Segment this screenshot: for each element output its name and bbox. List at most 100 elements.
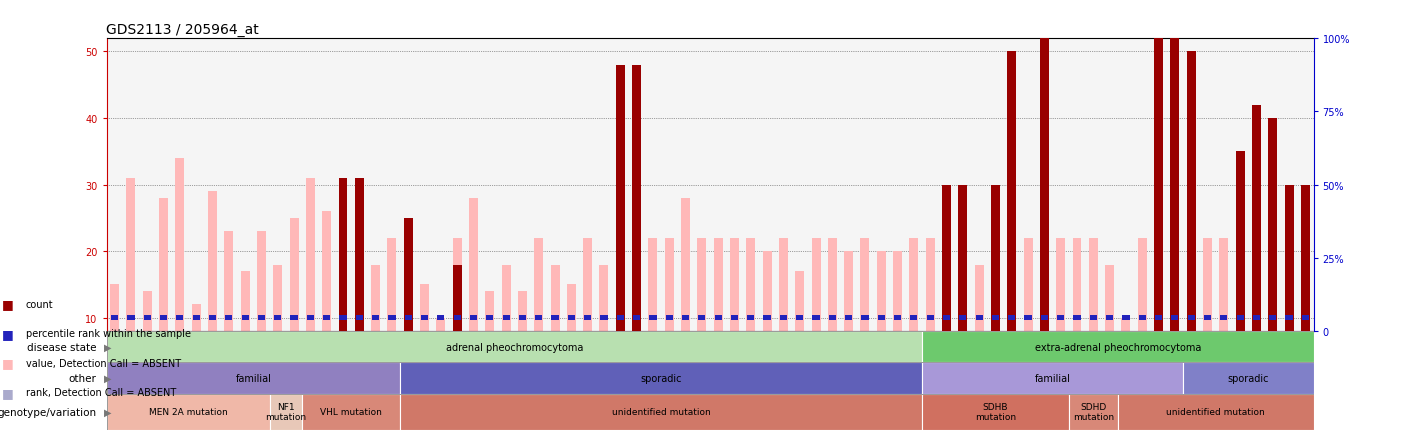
Bar — [453, 238, 462, 385]
Bar — [1154, 238, 1163, 385]
Text: sporadic: sporadic — [640, 373, 682, 383]
Text: ■: ■ — [1, 327, 13, 340]
Text: familial: familial — [1035, 373, 1071, 383]
Bar — [1170, 238, 1180, 385]
Bar — [697, 238, 706, 385]
Bar — [1285, 238, 1294, 385]
Bar — [861, 238, 869, 385]
Bar — [501, 265, 511, 385]
Bar — [355, 198, 364, 385]
Bar — [1041, 316, 1048, 321]
Bar — [453, 316, 460, 321]
Bar — [616, 192, 625, 385]
Text: extra-adrenal pheochromocytoma: extra-adrenal pheochromocytoma — [1035, 342, 1201, 352]
Bar — [338, 178, 348, 385]
Bar — [291, 316, 298, 321]
Bar — [666, 316, 673, 321]
Bar — [991, 316, 1000, 321]
Bar — [1252, 105, 1261, 385]
Bar — [812, 316, 819, 321]
Bar — [584, 238, 592, 385]
Bar — [795, 272, 804, 385]
Bar — [209, 316, 216, 321]
Text: familial: familial — [236, 373, 271, 383]
Bar — [322, 212, 331, 385]
Bar — [649, 316, 656, 321]
Text: NF1
mutation: NF1 mutation — [266, 402, 307, 421]
Bar — [469, 198, 479, 385]
Bar — [503, 316, 510, 321]
Bar — [355, 178, 364, 385]
Bar — [400, 362, 922, 394]
Bar — [159, 198, 168, 385]
Bar — [812, 238, 821, 385]
Bar — [1170, 0, 1180, 385]
Text: GDS2113 / 205964_at: GDS2113 / 205964_at — [106, 23, 260, 36]
Bar — [257, 232, 266, 385]
Bar — [1024, 238, 1032, 385]
Bar — [436, 318, 446, 385]
Bar — [1069, 394, 1118, 430]
Bar — [1269, 316, 1277, 321]
Text: ▶: ▶ — [104, 342, 111, 352]
Bar — [927, 316, 934, 321]
Bar — [1187, 53, 1196, 385]
Text: genotype/variation: genotype/variation — [0, 407, 97, 417]
Bar — [1089, 316, 1096, 321]
Bar — [714, 316, 721, 321]
Text: ■: ■ — [1, 386, 13, 399]
Bar — [106, 331, 922, 362]
Bar — [224, 232, 233, 385]
Bar — [730, 238, 738, 385]
Bar — [895, 316, 902, 321]
Bar — [909, 238, 919, 385]
Bar — [270, 394, 302, 430]
Bar — [1024, 316, 1032, 321]
Bar — [371, 265, 381, 385]
Bar — [258, 316, 266, 321]
Bar — [991, 185, 1000, 385]
Bar — [470, 316, 477, 321]
Text: MEN 2A mutation: MEN 2A mutation — [149, 407, 227, 416]
Bar — [1008, 316, 1015, 321]
Bar — [388, 316, 396, 321]
Text: unidentified mutation: unidentified mutation — [1166, 407, 1265, 416]
Bar — [1301, 238, 1309, 385]
Bar — [584, 316, 591, 321]
Bar — [111, 285, 119, 385]
Bar — [1252, 238, 1261, 385]
Bar — [1007, 53, 1017, 385]
Bar — [922, 394, 1069, 430]
Text: adrenal pheochromocytoma: adrenal pheochromocytoma — [446, 342, 584, 352]
Bar — [535, 316, 542, 321]
Bar — [1072, 238, 1082, 385]
Bar — [551, 265, 559, 385]
Bar — [960, 316, 967, 321]
Bar — [941, 238, 951, 385]
Bar — [893, 252, 902, 385]
Bar — [1039, 238, 1049, 385]
Bar — [534, 238, 544, 385]
Text: unidentified mutation: unidentified mutation — [612, 407, 710, 416]
Bar — [780, 238, 788, 385]
Bar — [193, 316, 200, 321]
Bar — [1154, 0, 1163, 385]
Text: SDHB
mutation: SDHB mutation — [976, 402, 1015, 421]
Text: rank, Detection Call = ABSENT: rank, Detection Call = ABSENT — [26, 388, 176, 397]
Bar — [1285, 316, 1292, 321]
Bar — [372, 316, 379, 321]
Bar — [568, 316, 575, 321]
Bar — [486, 316, 493, 321]
Bar — [305, 178, 315, 385]
Text: count: count — [26, 299, 53, 309]
Bar — [797, 316, 804, 321]
Bar — [1139, 316, 1146, 321]
Bar — [1268, 119, 1277, 385]
Bar — [1285, 185, 1294, 385]
Bar — [453, 265, 462, 385]
Bar — [632, 66, 640, 385]
Bar — [1268, 238, 1277, 385]
Bar — [420, 316, 429, 321]
Text: ■: ■ — [1, 356, 13, 369]
Text: ■: ■ — [1, 297, 13, 310]
